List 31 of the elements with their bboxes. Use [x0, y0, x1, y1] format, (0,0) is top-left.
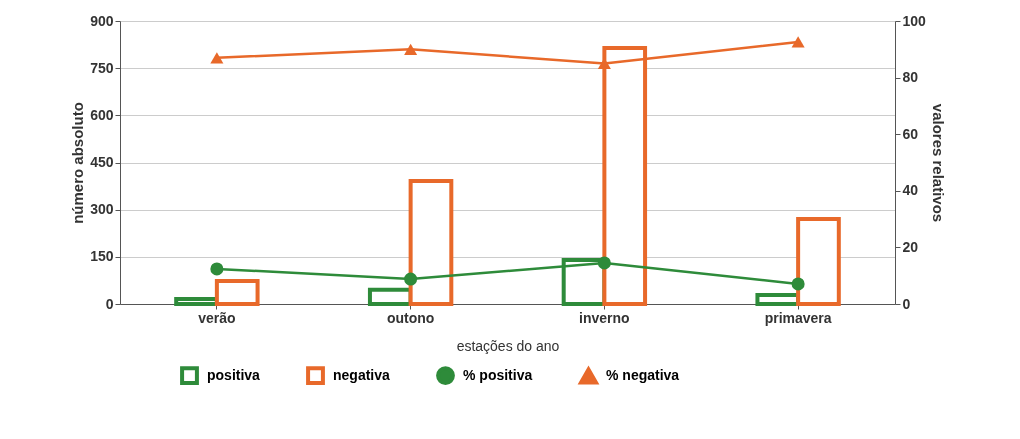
point — [210, 262, 224, 276]
x-axis-title: estações do ano — [456, 337, 560, 354]
legend-label: negativa — [333, 366, 391, 383]
y2-axis-title: valores relativos — [929, 103, 947, 223]
y-tick-label: 450 — [90, 154, 114, 170]
y-tick-label: 750 — [90, 59, 114, 76]
point — [597, 256, 611, 270]
y-tick-label: 150 — [90, 248, 114, 265]
legend-label: % positiva — [463, 366, 533, 383]
point — [404, 272, 418, 286]
legend-label: % negativa — [606, 367, 680, 384]
x-tick-label: outono — [386, 309, 435, 326]
y-tick-label: 300 — [90, 201, 114, 218]
y-tick-label: 0 — [105, 295, 114, 312]
point — [791, 36, 805, 48]
y-tick-label: 600 — [90, 106, 114, 123]
y2-tick-label: 20 — [902, 238, 919, 255]
x-tick-label: inverno — [579, 309, 630, 326]
y2-tick-label: 60 — [902, 125, 919, 142]
y-tick-label: 900 — [90, 12, 114, 29]
point — [404, 43, 418, 55]
y2-tick-label: 100 — [902, 12, 927, 29]
y2-tick-label: 0 — [902, 295, 911, 312]
x-tick-label: primavera — [764, 309, 832, 326]
point — [210, 52, 224, 64]
legend-label: positiva — [207, 366, 261, 383]
y-axis-title: número absoluto — [69, 102, 87, 224]
y2-tick-label: 80 — [902, 69, 919, 86]
point — [791, 277, 805, 291]
x-tick-label: verão — [198, 309, 236, 326]
y2-tick-label: 40 — [902, 182, 919, 199]
